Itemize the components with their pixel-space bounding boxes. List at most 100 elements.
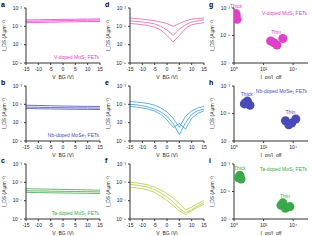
svg-text:10⁻⁵: 10⁻⁵ xyxy=(116,101,126,107)
svg-text:5: 5 xyxy=(74,222,77,228)
svg-text:10: 10 xyxy=(85,66,91,72)
svg-text:10⁻⁷: 10⁻⁷ xyxy=(13,41,23,47)
svg-text:10⁻⁷: 10⁻⁷ xyxy=(13,197,23,203)
svg-text:-15: -15 xyxy=(22,144,29,150)
svg-text:-10: -10 xyxy=(139,222,146,228)
svg-text:V_BG (V): V_BG (V) xyxy=(156,74,178,79)
svg-text:V_BG (V): V_BG (V) xyxy=(52,230,74,235)
svg-text:I_on/I_off: I_on/I_off xyxy=(261,74,282,79)
svg-text:5: 5 xyxy=(178,66,181,72)
svg-text:10⁻⁹: 10⁻⁹ xyxy=(12,216,22,222)
svg-text:10⁻³: 10⁻³ xyxy=(117,83,127,89)
svg-text:Thick: Thick xyxy=(230,3,242,9)
svg-text:-10: -10 xyxy=(35,222,42,228)
svg-text:10: 10 xyxy=(189,66,195,72)
svg-text:5: 5 xyxy=(178,222,181,228)
svg-text:5: 5 xyxy=(74,66,77,72)
svg-text:10⁻⁵: 10⁻⁵ xyxy=(116,23,126,29)
svg-text:-10: -10 xyxy=(35,144,42,150)
svg-text:15: 15 xyxy=(201,66,207,72)
svg-text:10²: 10² xyxy=(260,222,268,228)
svg-text:-15: -15 xyxy=(22,222,29,228)
svg-text:0: 0 xyxy=(62,144,65,150)
svg-text:10⁻⁷: 10⁻⁷ xyxy=(13,119,23,125)
svg-text:10⁰: 10⁰ xyxy=(230,66,238,72)
svg-text:10: 10 xyxy=(85,222,91,228)
svg-text:10⁻⁵: 10⁻⁵ xyxy=(12,179,22,185)
svg-text:10⁻⁷: 10⁻⁷ xyxy=(117,41,127,47)
svg-text:-5: -5 xyxy=(48,144,53,150)
svg-text:0: 0 xyxy=(62,222,65,228)
svg-text:10⁻⁵: 10⁻⁵ xyxy=(220,110,230,116)
svg-text:10⁻⁵: 10⁻⁵ xyxy=(12,101,22,107)
svg-text:I_DS (A μm⁻¹): I_DS (A μm⁻¹) xyxy=(209,176,215,207)
svg-text:0: 0 xyxy=(166,222,169,228)
svg-text:10⁻⁹: 10⁻⁹ xyxy=(116,138,126,144)
svg-text:-5: -5 xyxy=(152,66,157,72)
svg-text:-15: -15 xyxy=(126,144,133,150)
svg-text:0: 0 xyxy=(166,144,169,150)
svg-text:5: 5 xyxy=(178,144,181,150)
svg-text:0: 0 xyxy=(166,66,169,72)
svg-text:-5: -5 xyxy=(152,144,157,150)
svg-text:-15: -15 xyxy=(22,66,29,72)
svg-text:-15: -15 xyxy=(126,66,133,72)
svg-text:10: 10 xyxy=(189,144,195,150)
svg-text:10⁻⁹: 10⁻⁹ xyxy=(12,60,22,66)
svg-text:V_BG (V): V_BG (V) xyxy=(52,74,74,79)
svg-text:10⁻⁹: 10⁻⁹ xyxy=(12,138,22,144)
svg-text:10⁻³: 10⁻³ xyxy=(117,161,127,167)
svg-text:10⁴: 10⁴ xyxy=(289,66,297,72)
svg-text:-10: -10 xyxy=(139,144,146,150)
svg-text:I_DS (A μm⁻¹): I_DS (A μm⁻¹) xyxy=(105,20,111,51)
svg-text:10⁻⁵: 10⁻⁵ xyxy=(220,32,230,38)
svg-text:10⁻³: 10⁻³ xyxy=(13,161,23,167)
svg-text:10²: 10² xyxy=(260,144,268,150)
svg-text:V_BG (V): V_BG (V) xyxy=(52,152,74,157)
svg-text:10⁻⁷: 10⁻⁷ xyxy=(221,216,231,222)
svg-text:I_on/I_off: I_on/I_off xyxy=(261,230,282,235)
svg-text:10⁴: 10⁴ xyxy=(289,222,297,228)
svg-text:-5: -5 xyxy=(48,66,53,72)
svg-text:15: 15 xyxy=(97,222,103,228)
svg-text:-10: -10 xyxy=(139,66,146,72)
svg-text:V_BG (V): V_BG (V) xyxy=(156,152,178,157)
svg-text:10⁰: 10⁰ xyxy=(230,222,238,228)
svg-text:10⁻⁷: 10⁻⁷ xyxy=(221,138,231,144)
svg-text:10⁰: 10⁰ xyxy=(230,144,238,150)
svg-text:10⁻³: 10⁻³ xyxy=(13,83,23,89)
svg-text:10⁻⁷: 10⁻⁷ xyxy=(221,60,231,66)
svg-text:10²: 10² xyxy=(260,66,268,72)
svg-text:10⁻³: 10⁻³ xyxy=(117,5,127,11)
svg-text:10⁴: 10⁴ xyxy=(289,144,297,150)
svg-text:15: 15 xyxy=(97,66,103,72)
svg-text:I_DS (A μm⁻¹): I_DS (A μm⁻¹) xyxy=(105,176,111,207)
svg-text:15: 15 xyxy=(97,144,103,150)
svg-text:I_DS (A μm⁻¹): I_DS (A μm⁻¹) xyxy=(209,98,215,129)
svg-text:Thin: Thin xyxy=(280,193,290,199)
svg-text:5: 5 xyxy=(74,144,77,150)
svg-text:10⁻⁵: 10⁻⁵ xyxy=(12,23,22,29)
svg-text:10⁻⁹: 10⁻⁹ xyxy=(116,216,126,222)
svg-text:10: 10 xyxy=(85,144,91,150)
svg-text:I_DS (A μm⁻¹): I_DS (A μm⁻¹) xyxy=(105,98,111,129)
svg-text:10⁻³: 10⁻³ xyxy=(221,161,231,167)
svg-text:15: 15 xyxy=(201,144,207,150)
svg-text:V_BG (V): V_BG (V) xyxy=(156,230,178,235)
svg-text:10⁻⁵: 10⁻⁵ xyxy=(116,179,126,185)
svg-text:10: 10 xyxy=(189,222,195,228)
svg-text:Thin: Thin xyxy=(286,109,296,115)
svg-text:-5: -5 xyxy=(48,222,53,228)
svg-text:15: 15 xyxy=(201,222,207,228)
svg-text:10⁻⁵: 10⁻⁵ xyxy=(220,188,230,194)
svg-text:-15: -15 xyxy=(126,222,133,228)
svg-text:Thin: Thin xyxy=(271,29,281,35)
svg-text:10⁻³: 10⁻³ xyxy=(221,83,231,89)
svg-text:10⁻⁹: 10⁻⁹ xyxy=(116,60,126,66)
svg-text:-5: -5 xyxy=(152,222,157,228)
svg-text:10⁻⁷: 10⁻⁷ xyxy=(117,119,127,125)
svg-text:Thick: Thick xyxy=(241,91,253,97)
svg-text:Thick: Thick xyxy=(234,165,246,171)
svg-text:10⁻³: 10⁻³ xyxy=(13,5,23,11)
svg-text:10⁻⁷: 10⁻⁷ xyxy=(117,197,127,203)
